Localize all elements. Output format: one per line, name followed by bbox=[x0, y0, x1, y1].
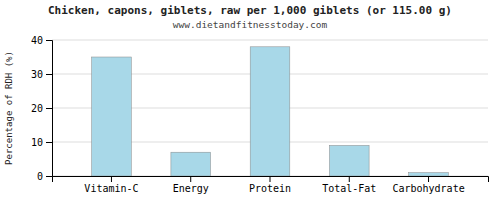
x-tick-mark bbox=[349, 176, 350, 182]
bar bbox=[329, 145, 369, 176]
bars bbox=[92, 47, 449, 176]
y-tick-mark bbox=[46, 74, 52, 75]
x-tick-label: Total-Fat bbox=[322, 183, 376, 194]
x-axis: Vitamin-C Energy Protein Total-Fat Carbohydr… bbox=[53, 176, 489, 194]
x-tick-label: Carbohydrate bbox=[392, 183, 464, 194]
y-tick: 30 bbox=[31, 69, 52, 80]
x-tick-mark bbox=[190, 176, 191, 182]
bar bbox=[92, 57, 132, 176]
y-axis-line bbox=[46, 41, 53, 177]
x-tick-label: Energy bbox=[173, 183, 209, 194]
y-tick-mark bbox=[46, 142, 52, 143]
y-tick-label: 30 bbox=[31, 69, 43, 80]
y-tick-mark bbox=[46, 176, 52, 177]
x-tick: Energy bbox=[173, 176, 209, 194]
y-tick-mark bbox=[46, 40, 52, 41]
x-tick-mark bbox=[428, 176, 429, 182]
x-tick: Carbohydrate bbox=[392, 176, 464, 194]
y-axis: 0 10 20 30 40 bbox=[31, 35, 53, 182]
bar bbox=[409, 173, 449, 176]
y-tick-label: 0 bbox=[37, 171, 43, 182]
y-tick: 10 bbox=[31, 137, 52, 148]
bar bbox=[250, 47, 290, 176]
x-tick: Protein bbox=[249, 176, 291, 194]
y-tick: 20 bbox=[31, 103, 52, 114]
x-tick: Total-Fat bbox=[322, 176, 376, 194]
subtitle: www.dietandfitnesstoday.com bbox=[173, 19, 328, 30]
title: Chicken, capons, giblets, raw per 1,000 … bbox=[48, 4, 452, 17]
x-tick-label: Protein bbox=[249, 183, 291, 194]
chart: Chicken, capons, giblets, raw per 1,000 … bbox=[0, 0, 500, 200]
grid-line bbox=[52, 40, 488, 41]
y-axis-title: Percentage of RDH (%) bbox=[4, 51, 14, 165]
y-tick-label: 40 bbox=[31, 35, 43, 46]
x-tick-mark bbox=[111, 176, 112, 182]
y-tick: 0 bbox=[37, 171, 52, 182]
y-tick: 40 bbox=[31, 35, 52, 46]
bar bbox=[171, 152, 211, 176]
x-axis-line bbox=[53, 177, 489, 183]
y-tick-mark bbox=[46, 108, 52, 109]
x-tick: Vitamin-C bbox=[84, 176, 138, 194]
x-tick-mark bbox=[270, 176, 271, 182]
grid bbox=[52, 40, 488, 176]
x-tick-label: Vitamin-C bbox=[84, 183, 138, 194]
y-tick-label: 20 bbox=[31, 103, 43, 114]
y-tick-label: 10 bbox=[31, 137, 43, 148]
plot-area: 0 10 20 30 40 Vitamin-C Energy Protein Total-Fat… bbox=[31, 35, 489, 194]
